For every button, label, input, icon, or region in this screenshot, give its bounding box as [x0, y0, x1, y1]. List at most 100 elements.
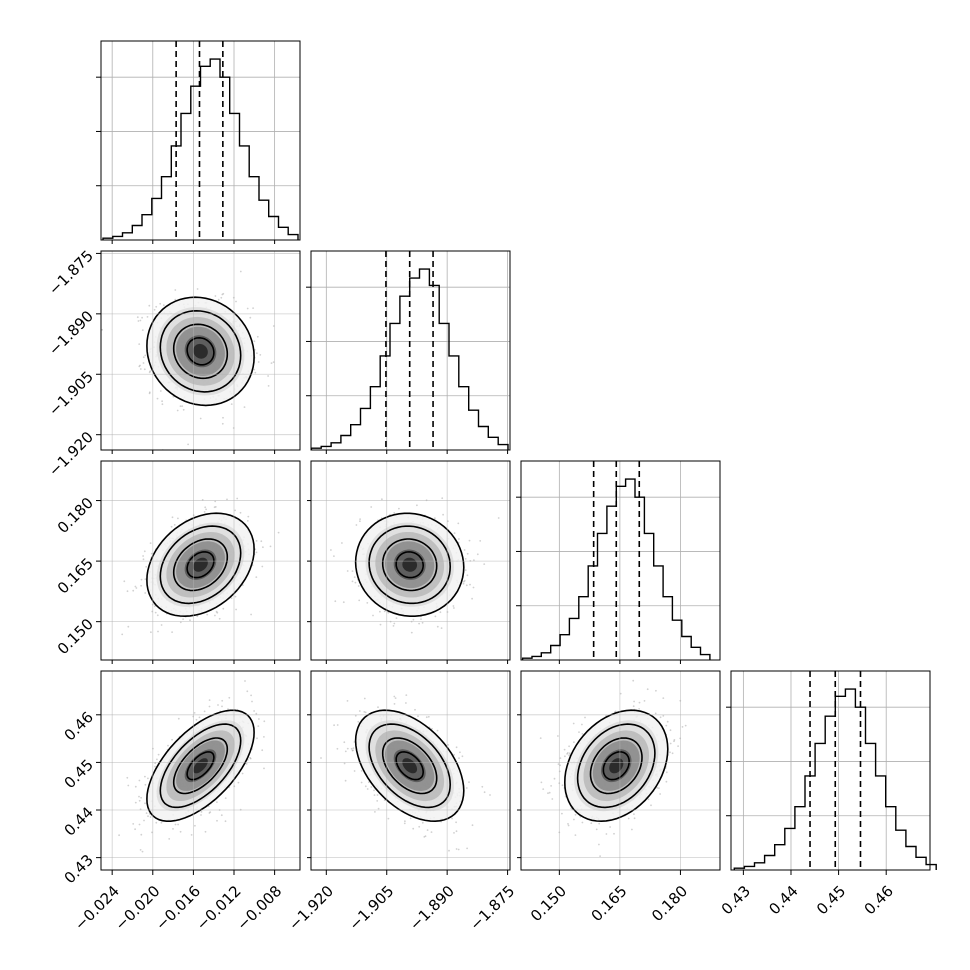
- scatter-point: [138, 795, 140, 798]
- scatter-point: [354, 714, 357, 717]
- scatter-point: [156, 397, 159, 400]
- scatter-point: [121, 633, 124, 636]
- scatter-point: [123, 580, 126, 583]
- scatter-point: [613, 832, 615, 835]
- scatter-point: [141, 329, 144, 331]
- contour-line-2: [381, 737, 438, 795]
- scatter-point: [239, 511, 242, 514]
- scatter-point: [346, 700, 349, 702]
- scatter-point: [255, 551, 258, 554]
- scatter-point: [452, 605, 455, 607]
- scatter-point: [148, 371, 151, 374]
- panel-frame: [310, 460, 511, 661]
- scatter-point: [387, 611, 390, 614]
- scatter-point: [150, 552, 153, 555]
- scatter-point: [146, 316, 149, 318]
- scatter-point: [160, 624, 163, 626]
- panel-frame: [310, 670, 511, 871]
- scatter-point: [464, 569, 467, 571]
- scatter-point: [466, 847, 468, 850]
- scatter-point: [455, 830, 458, 833]
- scatter-point: [255, 712, 258, 715]
- scatter-point: [410, 631, 413, 634]
- scatter-point: [139, 364, 141, 367]
- scatter-point: [243, 406, 246, 408]
- histogram-panel-1: [96, 40, 301, 241]
- contour-line-4: [354, 709, 465, 823]
- scatter-point: [263, 736, 265, 738]
- scatter-point: [352, 749, 354, 752]
- scatter-point: [366, 602, 369, 604]
- scatter-point: [358, 710, 361, 712]
- density-level: [193, 343, 208, 359]
- scatter-point: [149, 542, 152, 544]
- scatter-point: [150, 631, 152, 634]
- scatter-point: [277, 531, 280, 534]
- scatter-point: [655, 689, 657, 692]
- scatter-point: [469, 583, 471, 586]
- density-level: [402, 758, 418, 774]
- scatter-point: [182, 618, 185, 621]
- scatter-point: [430, 831, 433, 833]
- scatter-point: [260, 540, 263, 543]
- scatter-point: [147, 777, 149, 780]
- scatter-point: [246, 690, 249, 693]
- scatter-point: [646, 688, 649, 691]
- scatter-point: [665, 724, 668, 727]
- scatter-point: [190, 834, 193, 836]
- scatter-point: [272, 361, 275, 363]
- scatter-point: [154, 765, 156, 768]
- scatter-point: [590, 822, 593, 825]
- scatter-point: [156, 758, 158, 761]
- scatter-point: [360, 781, 363, 784]
- scatter-point: [235, 300, 237, 303]
- scatter-point: [200, 811, 203, 813]
- scatter-point: [357, 720, 360, 723]
- scatter-point: [359, 518, 361, 520]
- scatter-point: [262, 546, 264, 549]
- scatter-point: [141, 850, 144, 853]
- contour-line-4: [354, 512, 465, 617]
- scatter-point: [334, 600, 337, 603]
- scatter-point: [241, 772, 244, 775]
- scatter-point: [471, 824, 474, 827]
- panel-frame: [100, 670, 301, 871]
- scatter-point: [255, 540, 258, 542]
- scatter-point: [170, 525, 173, 528]
- scatter-point: [147, 815, 149, 818]
- scatter-point: [140, 796, 143, 799]
- scatter-point: [431, 727, 433, 730]
- scatter-point: [177, 717, 180, 720]
- scatter-point: [148, 391, 151, 394]
- scatter-point: [204, 506, 207, 509]
- scatter-point: [439, 611, 442, 614]
- scatter-point: [235, 608, 238, 611]
- scatter-point: [605, 833, 608, 835]
- scatter-point: [353, 576, 356, 578]
- scatter-point: [205, 508, 208, 511]
- scatter-point: [416, 504, 418, 507]
- scatter-point: [383, 799, 386, 801]
- scatter-point: [464, 558, 467, 560]
- scatter-point: [346, 570, 349, 572]
- scatter-panel-4-3: [520, 670, 721, 871]
- scatter-point: [144, 578, 147, 581]
- scatter-point: [374, 811, 376, 813]
- scatter-point: [203, 710, 206, 713]
- scatter-point: [483, 791, 486, 794]
- scatter-point: [379, 610, 381, 613]
- scatter-point: [213, 506, 216, 509]
- scatter-point: [366, 788, 369, 790]
- scatter-point: [222, 607, 225, 610]
- scatter-point: [440, 627, 443, 629]
- scatter-point: [251, 700, 253, 703]
- scatter-point: [261, 749, 264, 752]
- scatter-point: [343, 762, 346, 765]
- scatter-point: [174, 823, 177, 826]
- scatter-point: [473, 559, 475, 561]
- scatter-point: [463, 549, 466, 551]
- scatter-point: [465, 787, 468, 789]
- scatter-point: [217, 298, 220, 301]
- scatter-point: [214, 614, 216, 617]
- scatter-point: [155, 305, 158, 308]
